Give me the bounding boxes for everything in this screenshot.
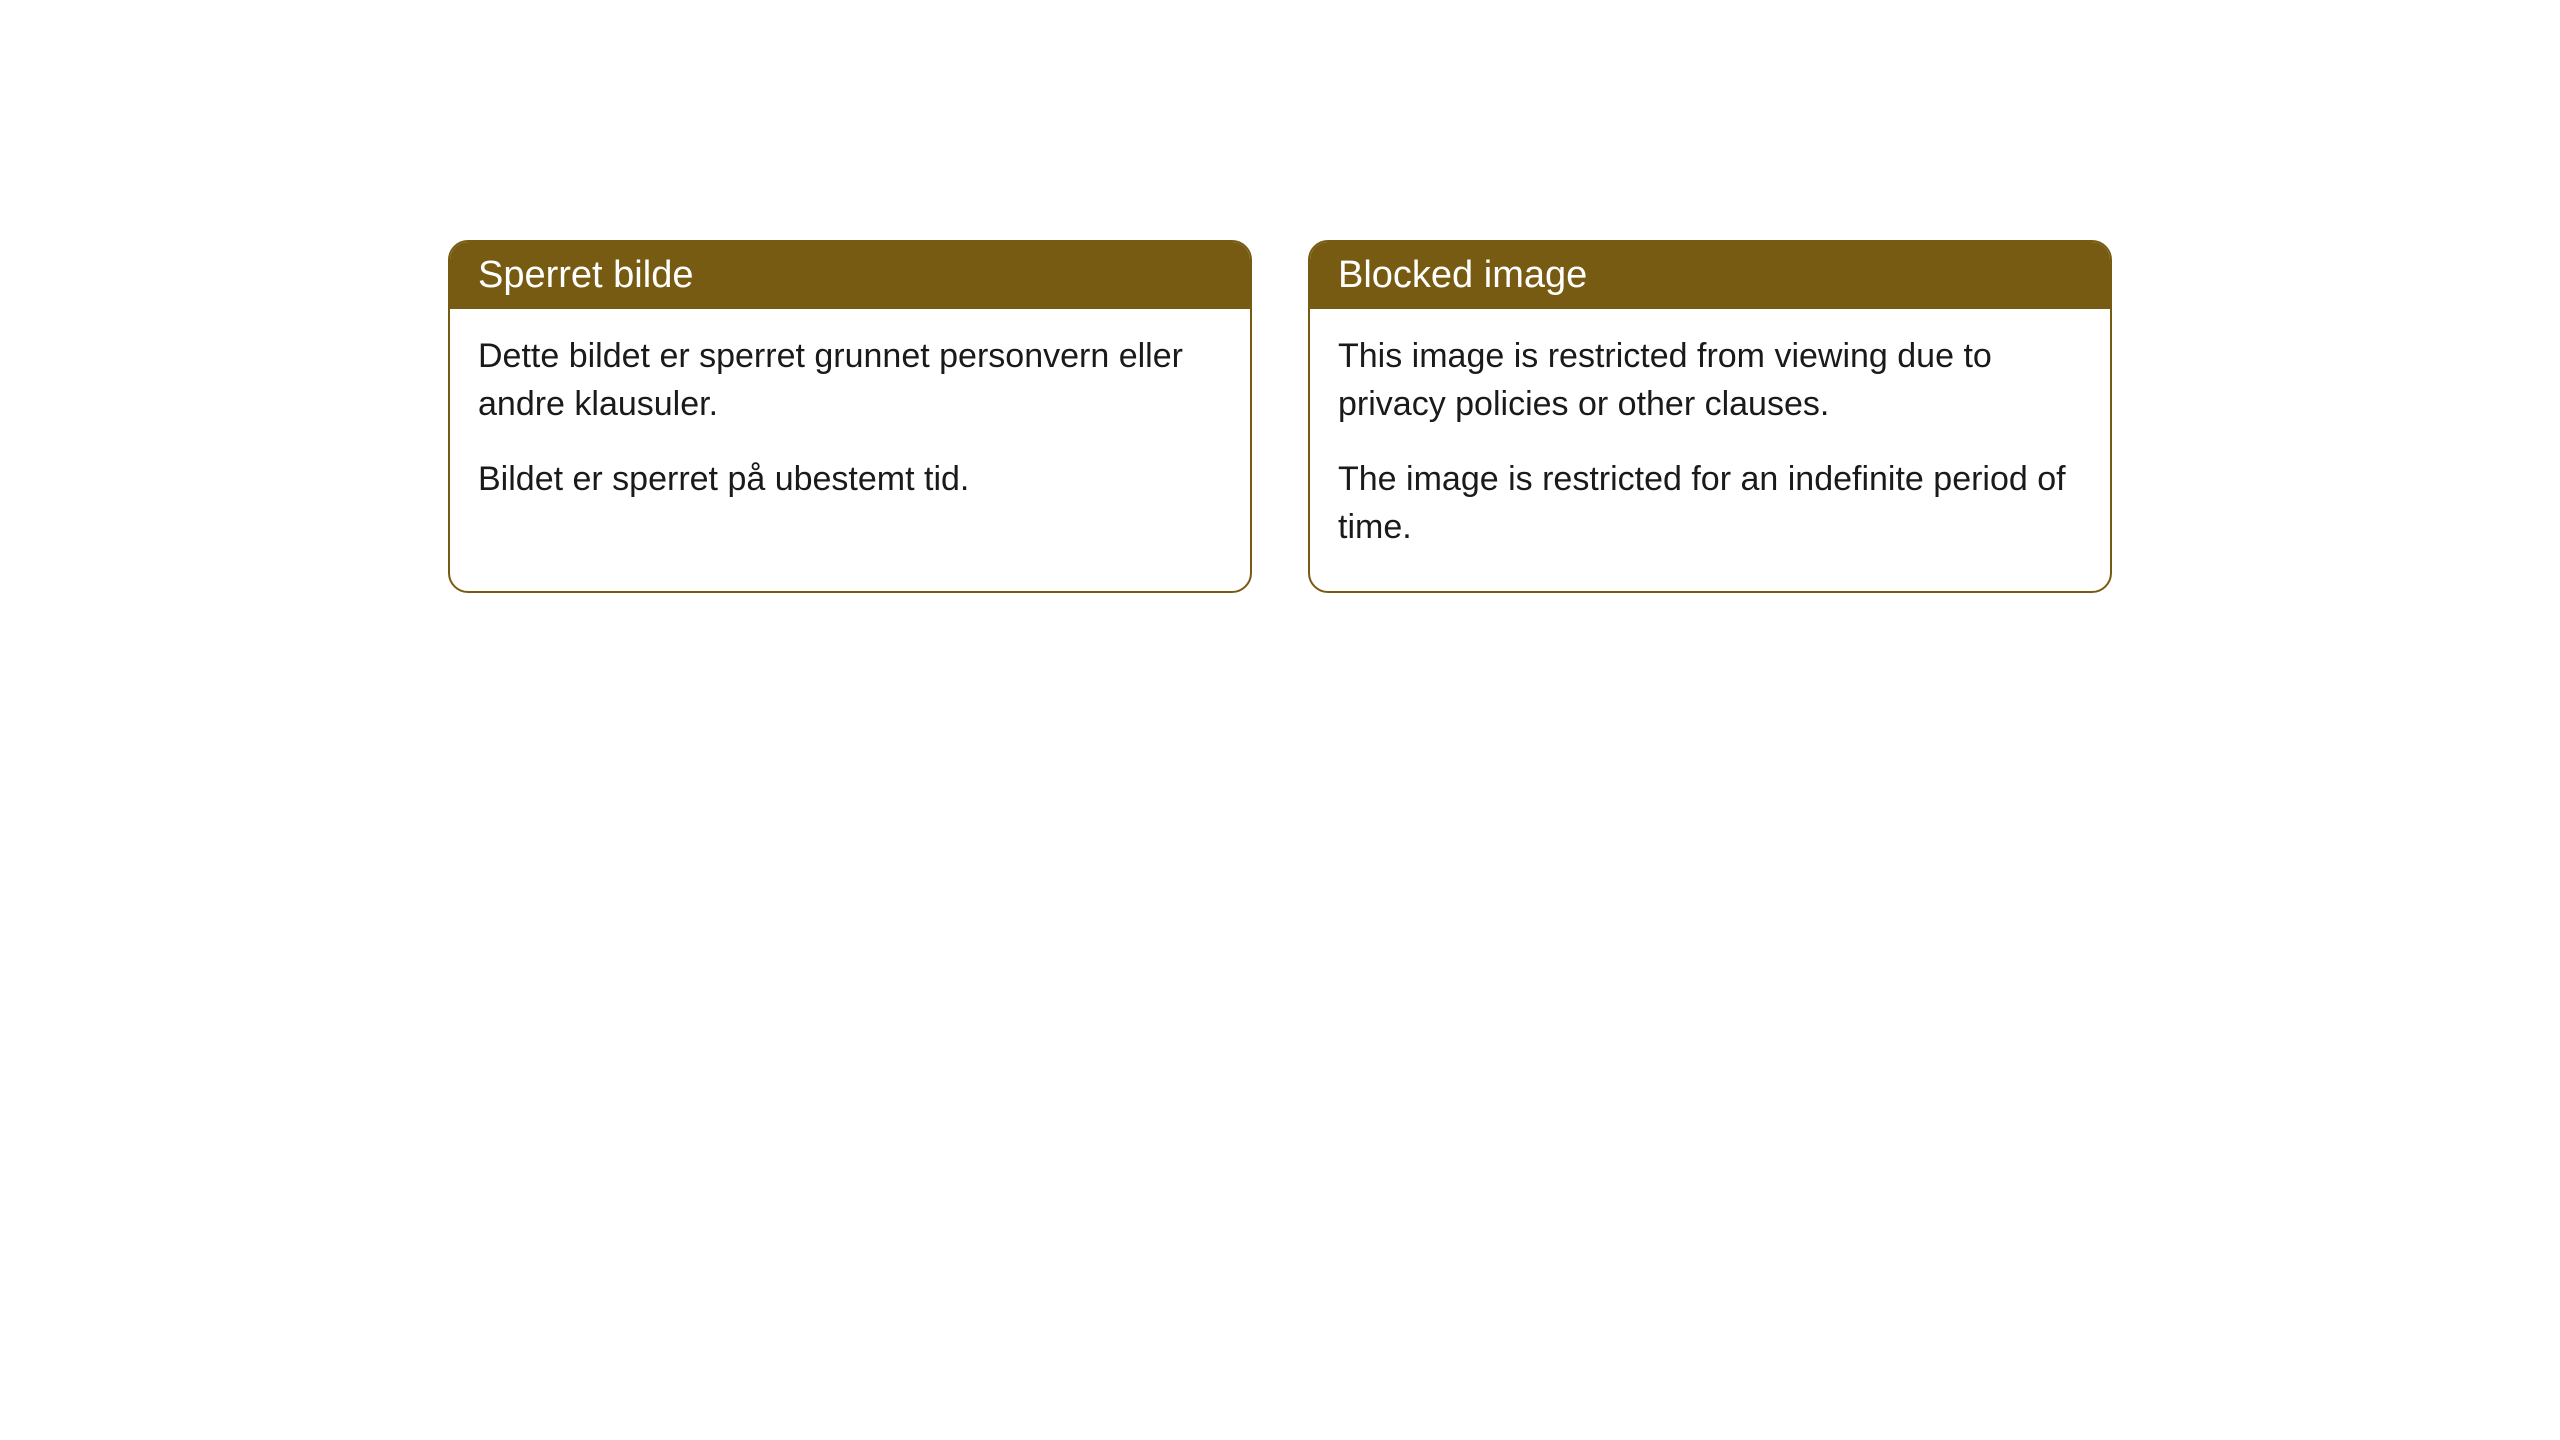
card-paragraph: Bildet er sperret på ubestemt tid.	[478, 456, 1222, 504]
card-body-norwegian: Dette bildet er sperret grunnet personve…	[450, 309, 1250, 544]
card-paragraph: Dette bildet er sperret grunnet personve…	[478, 333, 1222, 428]
card-header-norwegian: Sperret bilde	[450, 242, 1250, 309]
blocked-image-card-norwegian: Sperret bilde Dette bildet er sperret gr…	[448, 240, 1252, 593]
card-paragraph: This image is restricted from viewing du…	[1338, 333, 2082, 428]
card-paragraph: The image is restricted for an indefinit…	[1338, 456, 2082, 551]
cards-container: Sperret bilde Dette bildet er sperret gr…	[448, 240, 2112, 593]
card-title: Blocked image	[1338, 254, 1587, 296]
card-title: Sperret bilde	[478, 254, 693, 296]
blocked-image-card-english: Blocked image This image is restricted f…	[1308, 240, 2112, 593]
card-body-english: This image is restricted from viewing du…	[1310, 309, 2110, 591]
card-header-english: Blocked image	[1310, 242, 2110, 309]
